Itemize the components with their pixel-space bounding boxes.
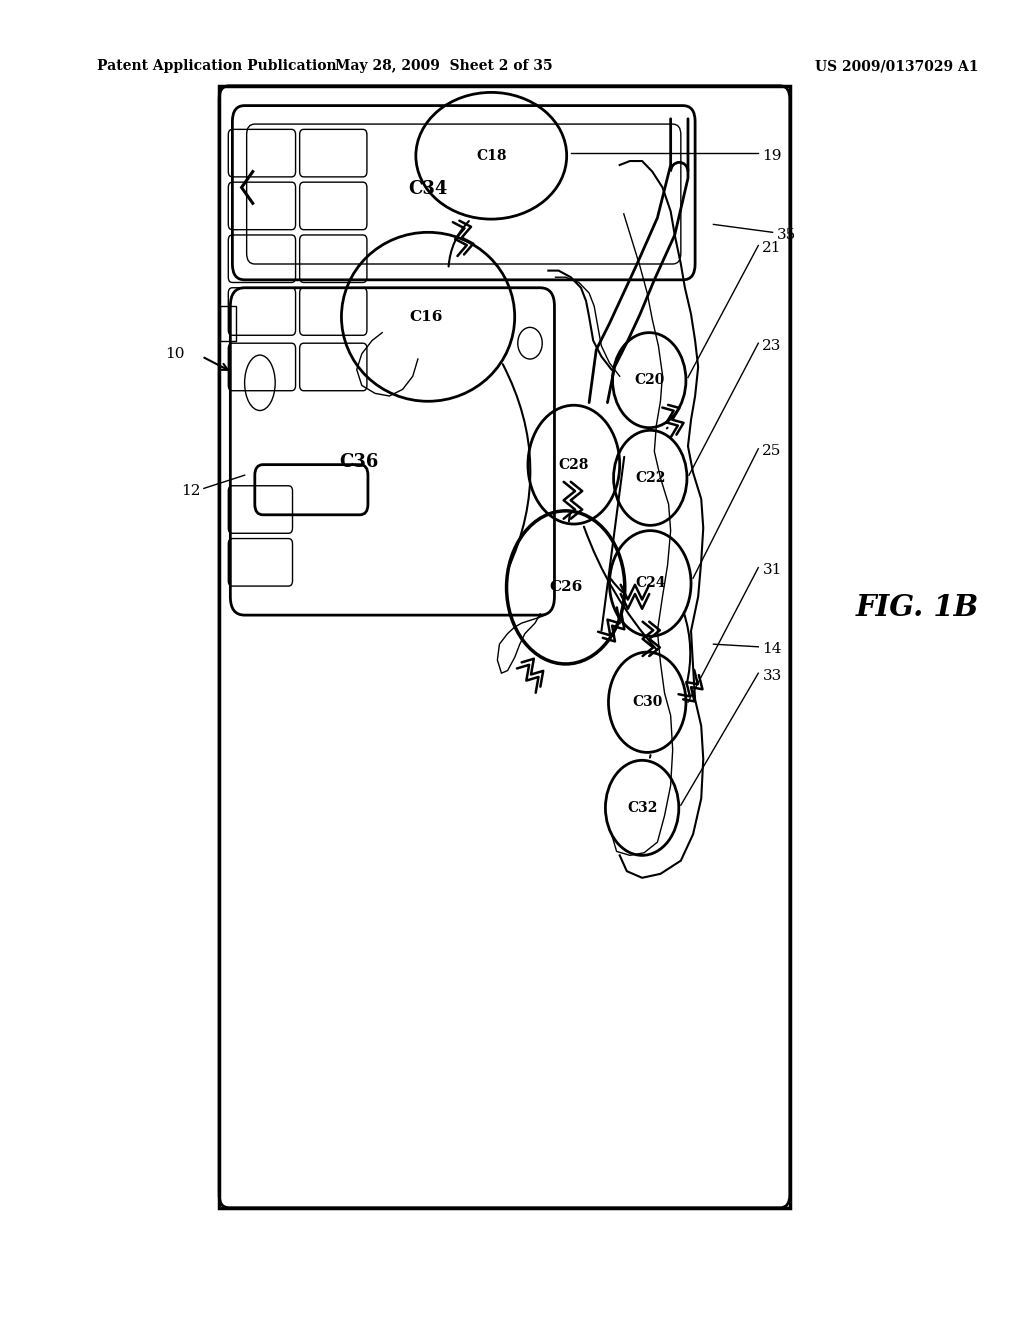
Text: May 28, 2009  Sheet 2 of 35: May 28, 2009 Sheet 2 of 35 <box>335 59 552 74</box>
Text: 10: 10 <box>165 347 184 360</box>
Text: 33: 33 <box>763 669 781 682</box>
Text: C24: C24 <box>635 577 666 590</box>
Bar <box>220 306 237 341</box>
Text: C20: C20 <box>634 374 665 387</box>
Text: 35: 35 <box>776 228 796 242</box>
Text: C26: C26 <box>549 581 583 594</box>
Text: US 2009/0137029 A1: US 2009/0137029 A1 <box>815 59 979 74</box>
Text: C28: C28 <box>559 458 589 471</box>
Text: C22: C22 <box>635 471 666 484</box>
Text: 31: 31 <box>763 564 781 577</box>
Text: C30: C30 <box>632 696 663 709</box>
Text: 19: 19 <box>763 149 782 162</box>
Text: 12: 12 <box>181 484 201 498</box>
Text: C16: C16 <box>410 310 442 323</box>
Text: C36: C36 <box>339 453 379 471</box>
Text: C32: C32 <box>627 801 657 814</box>
Text: C18: C18 <box>476 149 507 162</box>
Text: C34: C34 <box>409 180 447 198</box>
Text: 14: 14 <box>763 643 782 656</box>
Text: Patent Application Publication: Patent Application Publication <box>97 59 337 74</box>
Text: 21: 21 <box>763 242 782 255</box>
Text: 25: 25 <box>763 445 781 458</box>
Text: 23: 23 <box>763 339 781 352</box>
Text: FIG. 1B: FIG. 1B <box>856 593 979 622</box>
